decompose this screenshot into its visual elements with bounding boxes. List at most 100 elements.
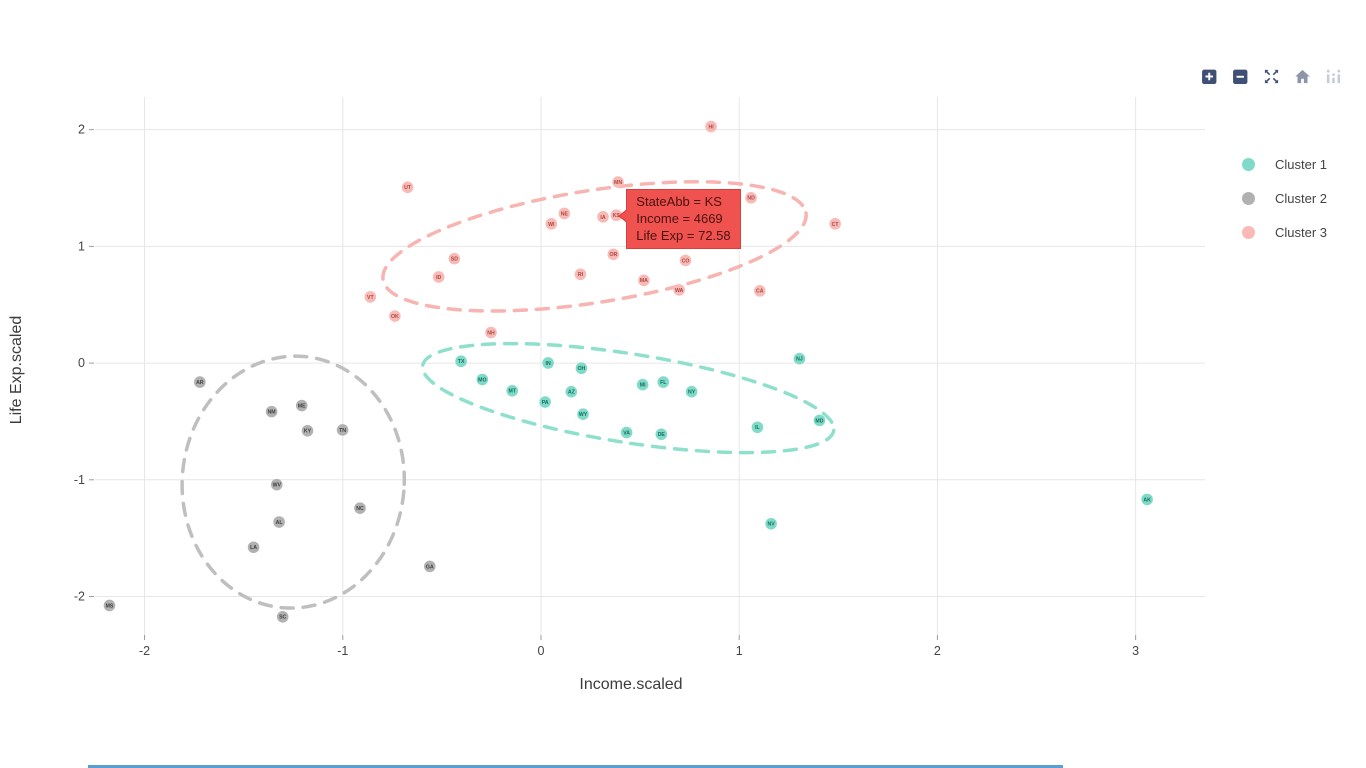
legend-label-cluster-3: Cluster 3 [1275,224,1328,240]
point-label-CA: CA [756,289,764,295]
scatter-point-NH[interactable] [485,326,497,339]
cluster-ellipse-cluster-1 [420,341,836,455]
scatter-point-MO[interactable] [476,373,489,386]
point-label-GA: GA [426,564,434,570]
scatter-point-NC[interactable] [354,502,366,514]
point-label-VA: VA [623,430,630,436]
point-label-TN: TN [339,428,346,434]
point-label-MI: MI [640,383,646,389]
legend-swatch-cluster-2 [1242,191,1255,205]
scatter-point-RI[interactable] [574,268,587,281]
zoom-out-button[interactable] [1230,66,1250,86]
point-label-WY: WY [579,412,588,418]
scatter-point-AK[interactable] [1141,493,1153,506]
tick-label-x: 0 [538,644,545,658]
scatter-point-UT[interactable] [401,181,414,194]
zoom-in-button[interactable] [1199,66,1219,86]
point-label-NY: NY [688,390,696,396]
scatter-point-CT[interactable] [829,218,841,230]
scatter-point-OK[interactable] [389,310,401,322]
point-label-MS: MS [106,603,114,609]
scatter-point-HI[interactable] [705,120,717,133]
scatter-point-SD[interactable] [448,252,461,265]
scatter-point-ND[interactable] [745,192,757,204]
scatter-point-IL[interactable] [751,421,764,434]
point-label-MO: MO [478,377,486,383]
scatter-point-VT[interactable] [364,291,377,303]
cluster-ellipse-cluster-3 [381,180,808,313]
scatter-point-DE[interactable] [655,428,668,441]
plotly-logo-button[interactable] [1323,66,1343,86]
legend: Cluster 1 Cluster 2 Cluster 3 [1242,147,1327,249]
scatter-point-VA[interactable] [620,426,633,439]
point-label-NM: NM [268,410,276,416]
tooltip-line-income: Income = 4669 [636,211,723,227]
legend-item-cluster-3[interactable]: Cluster 3 [1242,215,1327,249]
scatter-point-CA[interactable] [754,285,766,297]
point-label-AZ: AZ [568,390,576,396]
scatter-point-WI[interactable] [545,218,558,230]
tick-label-x: 1 [736,644,743,658]
point-label-AK: AK [1143,497,1151,503]
scatter-point-IN[interactable] [542,357,554,369]
scatter-point-NY[interactable] [685,385,698,398]
scatter-point-KY[interactable] [301,424,314,437]
scatter-point-NE[interactable] [558,207,571,220]
point-label-NV: NV [767,522,775,528]
tick-label-y: 2 [78,123,85,137]
point-label-IA: IA [600,215,605,221]
scatter-point-LA[interactable] [247,541,260,554]
point-label-UT: UT [404,185,412,191]
scatter-point-MA[interactable] [638,274,650,287]
point-label-ME: ME [298,403,306,409]
legend-item-cluster-2[interactable]: Cluster 2 [1242,181,1327,215]
point-label-KY: KY [304,429,312,435]
scatter-point-AZ[interactable] [565,385,578,398]
scatter-point-GA[interactable] [423,560,436,573]
scatter-point-TX[interactable] [455,355,467,368]
point-label-HI: HI [708,124,714,130]
scatter-point-NV[interactable] [765,517,777,530]
scatter-point-MD[interactable] [813,414,826,427]
scatter-point-NM[interactable] [265,405,278,418]
scatter-point-AL[interactable] [273,516,285,528]
legend-swatch-cluster-3 [1242,225,1255,239]
legend-label-cluster-2: Cluster 2 [1275,190,1328,206]
point-label-DE: DE [658,432,666,438]
cluster-ellipse-cluster-2 [180,354,407,610]
autoscale-button[interactable] [1261,66,1281,86]
point-label-OR: OR [609,252,617,258]
x-axis-title: Income.scaled [579,676,683,693]
scatter-point-MS[interactable] [103,599,116,612]
scatter-point-TN[interactable] [336,424,349,436]
scatter-point-WA[interactable] [673,284,685,296]
scatter-point-OH[interactable] [575,362,588,375]
plotly-logo-icon [1326,69,1340,83]
tick-label-x: 3 [1132,644,1139,658]
scatter-point-MI[interactable] [636,378,649,391]
scatter-point-FL[interactable] [657,376,670,388]
scatter-point-WY[interactable] [577,408,589,420]
scatter-point-ID[interactable] [432,271,445,283]
scatter-point-IA[interactable] [597,211,609,223]
scatter-point-ME[interactable] [295,399,308,412]
point-label-IL: IL [755,425,760,431]
bottom-window-edge [88,765,1063,768]
scatter-point-MT[interactable] [506,384,519,397]
point-label-AR: AR [196,380,204,386]
scatter-point-SC[interactable] [276,610,289,623]
point-label-ID: ID [436,275,441,281]
scatter-point-WV[interactable] [270,478,283,491]
scatter-point-OR[interactable] [607,248,620,261]
reset-axes-button[interactable] [1292,66,1312,86]
scatter-point-PA[interactable] [539,396,551,408]
legend-item-cluster-1[interactable]: Cluster 1 [1242,147,1327,181]
point-label-TX: TX [458,359,465,365]
scatter-point-CO[interactable] [679,254,692,267]
point-label-OK: OK [391,314,399,320]
scatter-point-AR[interactable] [194,376,206,388]
scatter-point-MN[interactable] [612,176,624,188]
scatter-point-NJ[interactable] [793,352,806,365]
